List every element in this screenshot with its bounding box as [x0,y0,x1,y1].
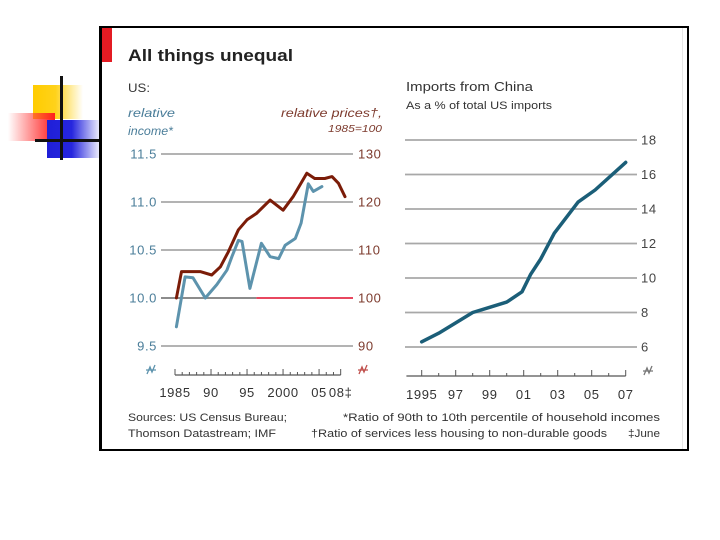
x-tick-label: 08‡ [329,385,353,400]
imports-chart-title: Imports from China [406,79,534,94]
x-tick-label: 1985 [159,385,190,400]
chart-frame [99,26,689,451]
x-tick-label: 97 [448,387,464,402]
axis-break-icon-right [358,364,368,375]
left-axis-label-line2: income* [128,124,173,138]
y-right-tick-label: 100 [358,291,382,306]
accent-red-bar [102,28,112,62]
decorative-squares-logo [0,0,110,170]
series-line-0-1 [174,171,347,300]
right-axis-label-line2: 1985=100 [328,124,383,135]
y-right-tick-label: 120 [358,195,382,210]
logo-vertical-line [60,76,63,160]
x-tick-label: 03 [550,387,566,402]
x-tick-label: 99 [482,387,498,402]
y-left-tick-label: 11.5 [130,147,157,162]
imports-chart-subtitle: As a % of total US imports [406,100,553,112]
axis-break-icon-left [146,364,156,375]
series-line-0-0 [174,182,324,329]
y-right-tick-label: 18 [641,133,657,148]
axis-break-icon-imports [643,365,653,376]
y-left-tick-label: 11.0 [130,195,157,210]
chart-title: All things unequal [128,46,293,65]
x-tick-label: 95 [239,385,255,400]
x-tick-label: 90 [203,385,219,400]
footnote-price-ratio: †Ratio of services less housing to non-d… [311,428,608,440]
x-tick-label: 05 [584,387,600,402]
y-right-tick-label: 90 [358,339,374,354]
y-right-tick-label: 8 [641,305,649,320]
gridlines [405,139,637,348]
x-tick-label: 07 [618,387,634,402]
right-axis-label-line1: relative prices†, [281,106,382,120]
y-right-tick-label: 12 [641,236,657,251]
gridlines [161,153,353,347]
left-axis-label-line1: relative [128,106,175,120]
y-left-tick-label: 9.5 [137,339,157,354]
frame-inner-divider [682,28,683,449]
y-right-tick-label: 110 [358,243,381,258]
y-right-tick-label: 16 [641,167,657,182]
series-line-1-0 [419,160,628,344]
y-right-tick-label: 130 [358,147,382,162]
y-left-tick-label: 10.5 [129,243,157,258]
x-tick-label: 05 [311,385,327,400]
sources-line1: Sources: US Census Bureau; [128,412,287,424]
y-right-tick-label: 14 [641,202,657,217]
y-right-tick-label: 10 [641,271,657,286]
x-tick-label: 1995 [406,387,437,402]
chart-subtitle-us: US: [128,81,150,95]
logo-horizontal-line [35,139,101,142]
x-tick-label: 01 [516,387,532,402]
chart-1-plot: 18 16 14 12 10 8 6 1995 97 99 01 03 05 07 [405,133,657,402]
y-right-tick-label: 6 [641,340,649,355]
chart-0-plot: 11.5 11.0 10.5 10.0 9.5 130 120 110 100 90 1985 90 9… [129,147,381,401]
sources-line2: Thomson Datastream; IMF [128,428,276,440]
footnote-june: ‡June [628,428,660,440]
x-tick-label: 2000 [267,385,298,400]
footnote-income-ratio: *Ratio of 90th to 10th percentile of hou… [343,412,661,424]
y-left-tick-label: 10.0 [129,291,157,306]
